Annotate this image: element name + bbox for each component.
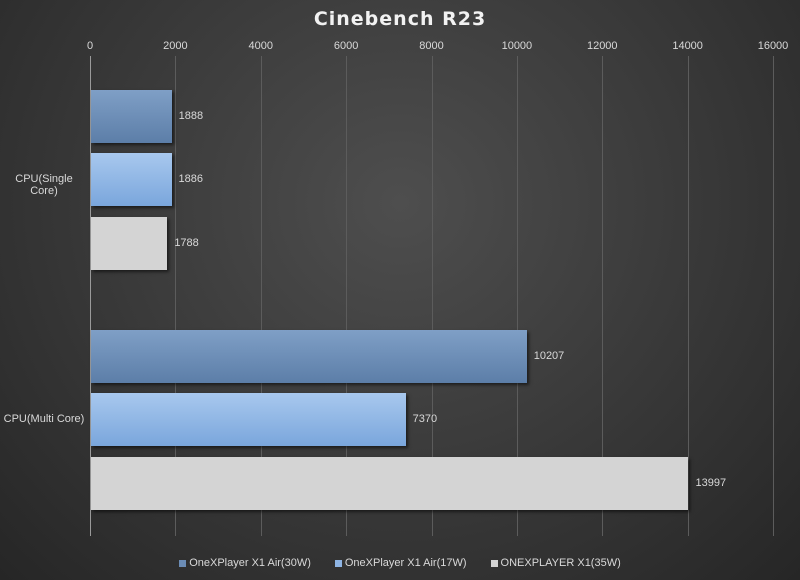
legend-label: ONEXPLAYER X1(35W)	[500, 557, 621, 569]
x-tick-label: 10000	[501, 40, 533, 52]
legend-label: OneXPlayer X1 Air(30W)	[189, 557, 311, 569]
chart-title: Cinebench R23	[313, 8, 487, 30]
gridline	[175, 56, 177, 536]
gridline	[431, 56, 433, 536]
bar	[91, 457, 689, 510]
gridline	[346, 56, 348, 536]
legend-swatch-icon	[179, 559, 187, 567]
legend-item: OneXPlayer X1 Air(30W)	[179, 557, 311, 569]
data-label: 13997	[695, 476, 727, 489]
x-tick-label: 12000	[586, 40, 618, 52]
category-label: CPU(Single Core)	[15, 172, 73, 197]
legend-swatch-icon	[334, 559, 342, 567]
bar	[91, 217, 168, 270]
data-label: 10207	[533, 349, 565, 362]
x-tick-label: 4000	[248, 40, 273, 52]
data-label: 1888	[178, 109, 204, 122]
y-axis-line	[90, 56, 91, 536]
plot-area	[90, 56, 774, 536]
gridline	[602, 56, 604, 536]
x-tick-label: 2000	[163, 40, 188, 52]
data-label: 1886	[178, 172, 203, 185]
bar	[91, 330, 527, 383]
bar	[91, 393, 406, 446]
legend-item: ONEXPLAYER X1(35W)	[490, 557, 621, 569]
x-tick-label: 14000	[672, 40, 703, 52]
gridline	[260, 56, 262, 536]
gridline	[516, 56, 518, 536]
data-label: 7370	[412, 412, 438, 425]
x-tick-label: 6000	[333, 40, 359, 52]
x-tick-label: 8000	[419, 40, 444, 52]
data-label: 1788	[174, 236, 199, 249]
gridline	[773, 56, 774, 536]
legend-label: OneXPlayer X1 Air(17W)	[344, 557, 467, 569]
x-tick-label: 16000	[757, 40, 789, 52]
category-label: CPU(Multi Core)	[3, 412, 85, 425]
legend-swatch-icon	[490, 559, 498, 567]
bar	[91, 153, 172, 206]
legend-item: OneXPlayer X1 Air(17W)	[334, 557, 467, 569]
gridline	[687, 56, 689, 536]
legend: OneXPlayer X1 Air(30W) OneXPlayer X1 Air(…	[0, 557, 800, 569]
bar	[91, 90, 172, 143]
x-tick-label: 0	[86, 40, 94, 52]
